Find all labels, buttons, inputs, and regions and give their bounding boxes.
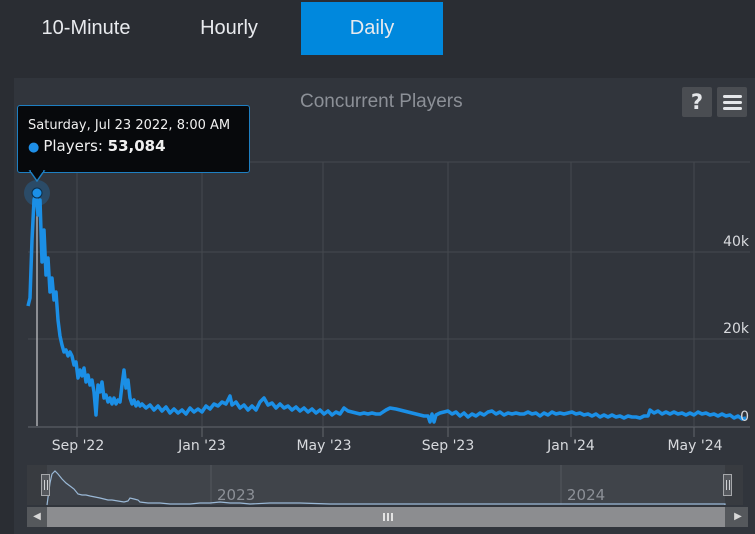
- tab-daily[interactable]: Daily: [301, 2, 443, 55]
- navigator-right-handle[interactable]: [723, 474, 732, 496]
- scroll-left-button[interactable]: ◀: [27, 507, 47, 527]
- x-label-jan-24: Jan '24: [547, 438, 595, 454]
- navigator-label-2023: 2023: [217, 486, 256, 504]
- grip-icon: [383, 513, 393, 521]
- help-button[interactable]: ?: [682, 87, 712, 117]
- x-axis-ticks: [76, 427, 695, 437]
- scrollbar-thumb[interactable]: [47, 507, 725, 527]
- tooltip-value: 53,084: [107, 137, 166, 155]
- highlight-point: [31, 187, 43, 199]
- x-label-sep-22: Sep '22: [51, 438, 105, 454]
- x-label-sep-23: Sep '23: [421, 438, 475, 454]
- arrow-right-icon: ▶: [734, 511, 742, 522]
- chart-menu-button[interactable]: [717, 87, 747, 117]
- chart-title: Concurrent Players: [300, 91, 463, 112]
- tooltip-date: Saturday, Jul 23 2022, 8:00 AM: [28, 118, 231, 133]
- hamburger-icon: [723, 95, 742, 98]
- tooltip-series-label: Players:: [43, 137, 103, 155]
- x-label-jan-23: Jan '23: [178, 438, 226, 454]
- navigator-line: [46, 470, 726, 506]
- navigator-label-2024: 2024: [567, 486, 606, 504]
- tab-hourly[interactable]: Hourly: [200, 17, 258, 39]
- tooltip-value-row: ● Players: 53,084: [28, 137, 166, 155]
- arrow-left-icon: ◀: [33, 511, 41, 522]
- series-dot-icon: ●: [28, 140, 40, 155]
- navigator-left-handle[interactable]: [41, 474, 50, 496]
- question-icon: ?: [690, 90, 704, 114]
- grid-lines: [28, 161, 750, 426]
- scroll-right-button[interactable]: ▶: [728, 507, 748, 527]
- players-line: [26, 191, 747, 424]
- x-label-may-23: May '23: [296, 438, 352, 454]
- tooltip: Saturday, Jul 23 2022, 8:00 AM ● Players:…: [17, 105, 250, 173]
- navigator-area: [27, 465, 743, 505]
- x-label-may-24: May '24: [667, 438, 723, 454]
- y-label-20k: 20k: [723, 321, 749, 337]
- tab-10-minute[interactable]: 10-Minute: [41, 17, 131, 39]
- y-label-40k: 40k: [723, 234, 749, 250]
- y-label-0: 0: [740, 409, 749, 425]
- granularity-tabs: 10-Minute Hourly Daily: [0, 0, 755, 60]
